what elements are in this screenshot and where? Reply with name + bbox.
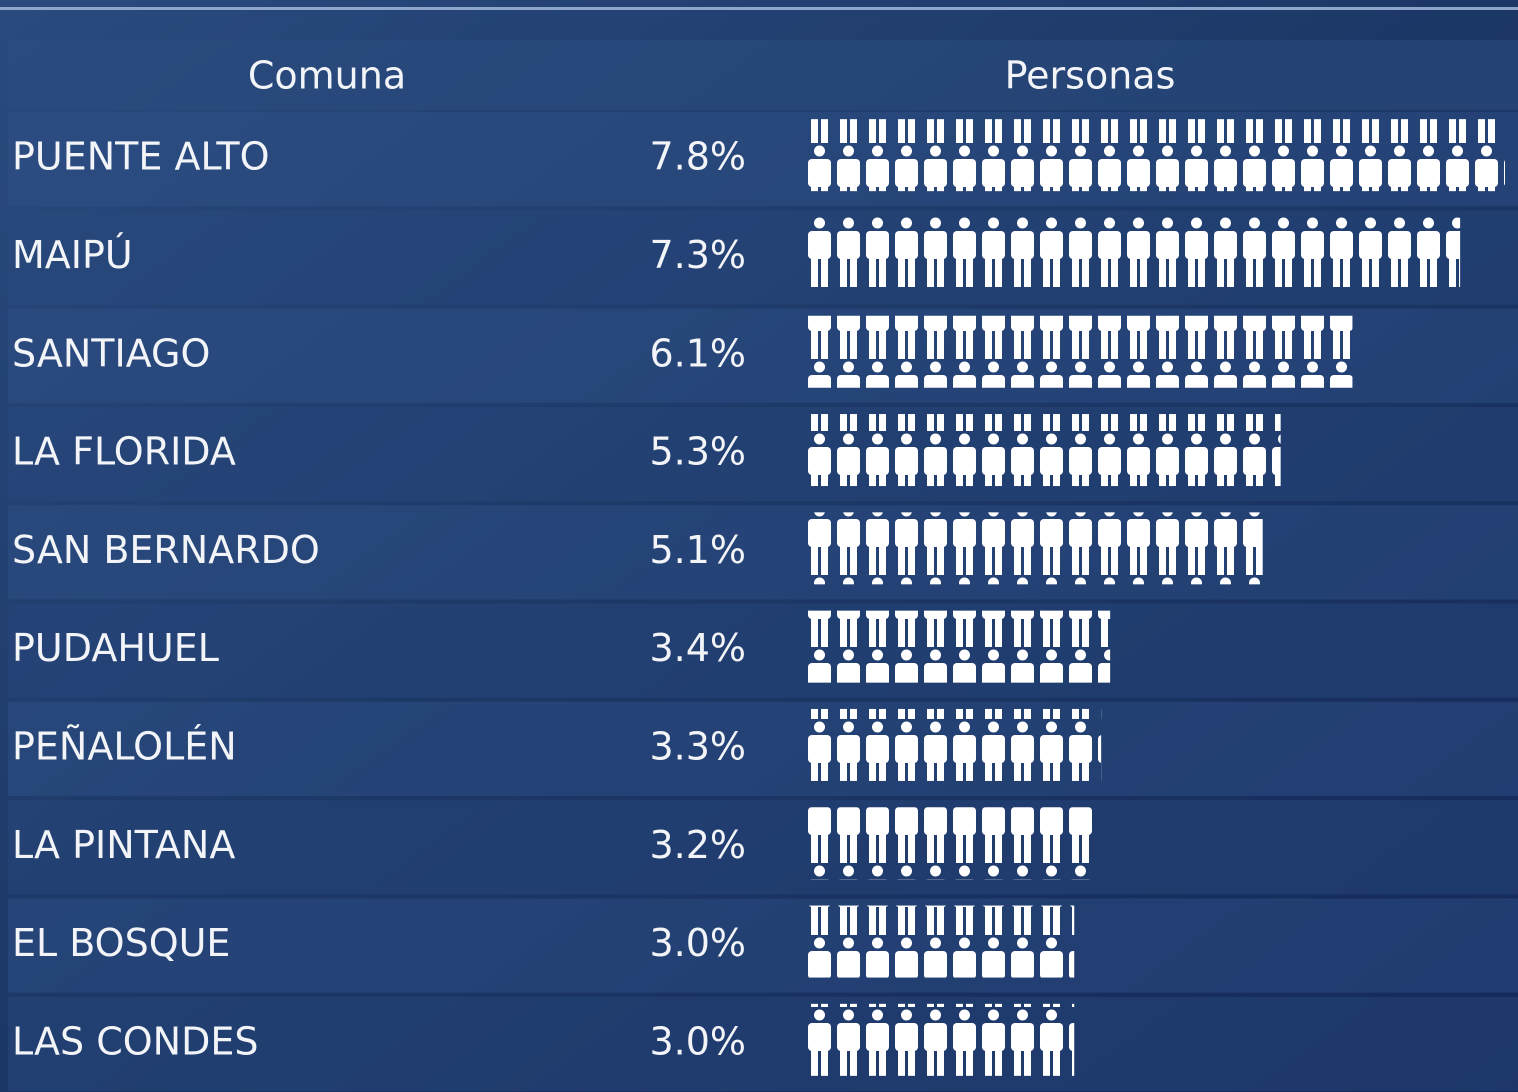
value-label: 5.3% [649,430,746,474]
icon-row [805,315,1353,388]
icon-row [805,905,1075,978]
value-label: 3.0% [649,921,746,965]
icon-row [805,1003,1075,1076]
header-band [8,40,1518,110]
category-label: PUENTE ALTO [12,135,270,179]
category-label: MAIPÚ [12,233,133,277]
value-label: 6.1% [649,331,746,375]
icon-row [805,807,1093,880]
category-label: SANTIAGO [12,331,210,375]
icon-row [805,610,1111,683]
top-rule [0,7,1518,10]
column-header: Personas [1005,54,1176,98]
value-label: 5.1% [649,528,746,572]
value-label: 3.2% [649,823,746,867]
value-label: 3.4% [649,626,746,670]
row-band [8,996,1518,1091]
row-band [8,603,1518,698]
category-label: LAS CONDES [12,1019,259,1063]
row-band [8,800,1518,895]
row-band [8,701,1518,797]
row-band [8,505,1518,600]
value-label: 7.3% [649,233,746,277]
category-label: PUDAHUEL [12,626,219,670]
category-label: LA PINTANA [12,823,235,867]
category-label: SAN BERNARDO [12,528,320,572]
icon-row [805,512,1263,585]
value-label: 3.3% [649,724,746,768]
category-label: LA FLORIDA [12,430,236,474]
icon-row [805,119,1505,192]
column-header: Comuna [248,54,406,98]
value-label: 7.8% [649,135,746,179]
icon-row [805,414,1281,487]
category-label: EL BOSQUE [12,921,230,965]
value-label: 3.0% [649,1019,746,1063]
category-label: PEÑALOLÉN [12,724,237,768]
icon-row [805,217,1461,290]
icon-row [805,708,1102,781]
row-band [8,898,1518,993]
